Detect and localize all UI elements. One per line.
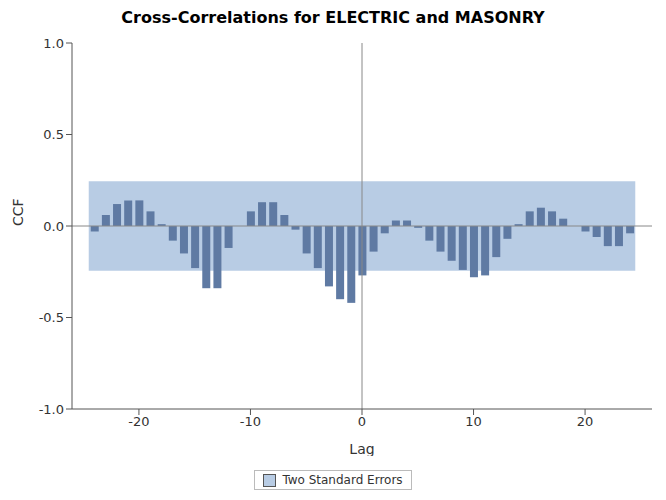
svg-text:20: 20 [577, 414, 594, 429]
html-text:Two Standard Errors: Two Standard Errors [282, 473, 403, 487]
svg-text:1.0: 1.0 [43, 36, 64, 51]
svg-text:0: 0 [358, 414, 366, 429]
svg-text:0.0: 0.0 [43, 219, 64, 234]
svg-text:Lag: Lag [349, 441, 374, 456]
svg-text:CCF: CCF [10, 198, 26, 226]
svg-text:-10: -10 [240, 414, 261, 429]
svg-text:-1.0: -1.0 [39, 402, 64, 417]
svg-text:10: 10 [465, 414, 482, 429]
svg-text:0.5: 0.5 [43, 127, 64, 142]
html-text:Cross-Correlations for ELECTRI: Cross-Correlations for ELECTRIC and MASO… [121, 8, 545, 27]
svg-text:-20: -20 [128, 414, 149, 429]
svg-text:-0.5: -0.5 [39, 310, 64, 325]
